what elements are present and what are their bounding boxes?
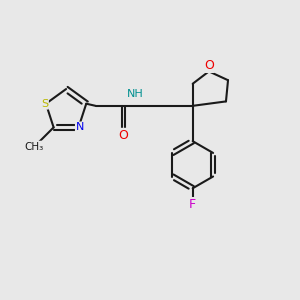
Text: NH: NH: [127, 89, 144, 99]
Text: O: O: [204, 59, 214, 72]
Text: S: S: [41, 99, 48, 109]
Text: N: N: [76, 122, 84, 132]
Text: O: O: [118, 129, 128, 142]
Text: F: F: [189, 198, 196, 211]
Text: CH₃: CH₃: [25, 142, 44, 152]
